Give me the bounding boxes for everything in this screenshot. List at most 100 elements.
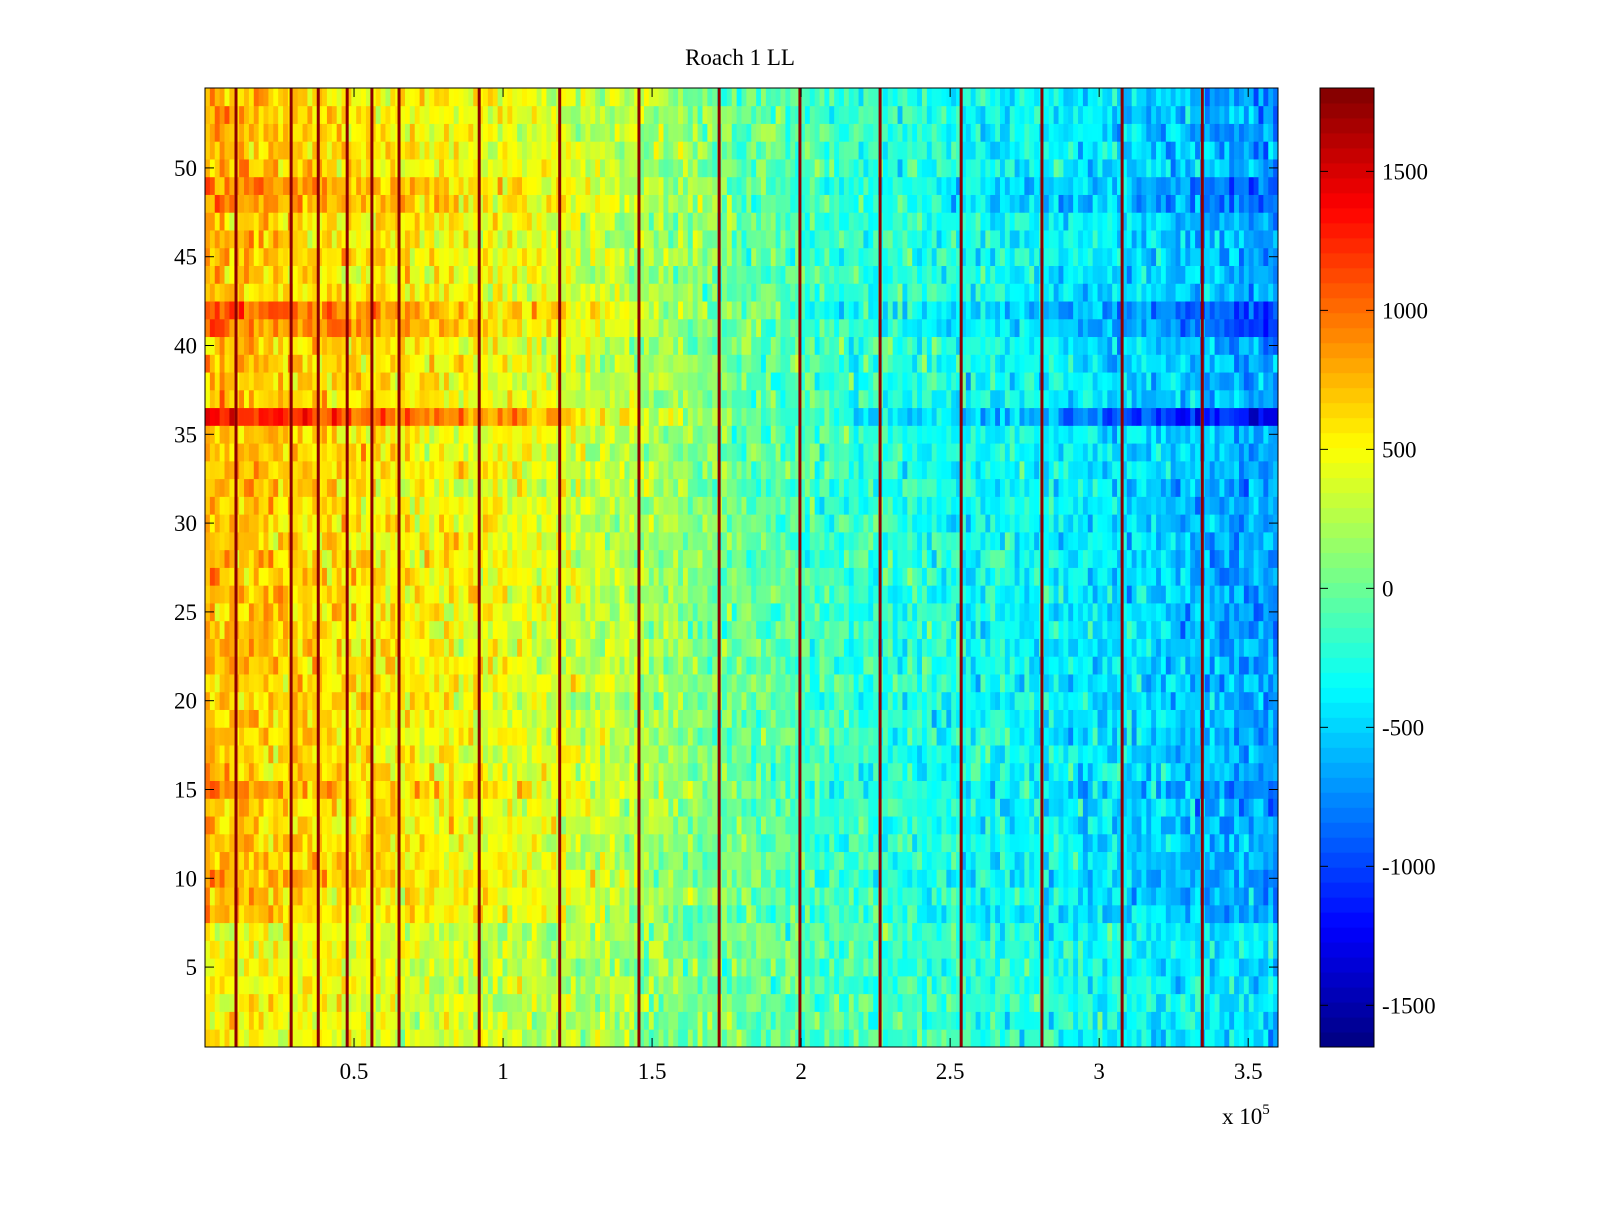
heatmap-cell bbox=[741, 958, 747, 977]
heatmap-cell bbox=[404, 656, 411, 675]
heatmap-cell bbox=[1073, 975, 1079, 995]
heatmap-cell bbox=[278, 1029, 284, 1048]
heatmap-cell bbox=[761, 674, 767, 693]
heatmap-cell bbox=[575, 638, 581, 657]
heatmap-cell bbox=[483, 691, 489, 710]
heatmap-cell bbox=[985, 656, 991, 675]
heatmap-cell bbox=[1068, 691, 1074, 710]
heatmap-cell bbox=[346, 958, 352, 977]
heatmap-cell bbox=[487, 674, 494, 693]
heatmap-cell bbox=[497, 674, 503, 693]
heatmap-cell bbox=[1195, 993, 1201, 1012]
heatmap-cell bbox=[1073, 993, 1079, 1012]
heatmap-cell bbox=[380, 904, 386, 924]
heatmap-cell bbox=[1209, 922, 1215, 941]
heatmap-cell bbox=[1082, 869, 1089, 888]
heatmap-cell bbox=[1107, 1029, 1113, 1048]
heatmap-cell bbox=[1092, 887, 1098, 906]
heatmap-cell bbox=[404, 762, 411, 782]
heatmap-cell bbox=[1126, 1029, 1133, 1048]
heatmap-cell bbox=[205, 656, 211, 675]
heatmap-cell bbox=[590, 887, 596, 906]
heatmap-cell bbox=[1078, 869, 1084, 888]
heatmap-cell bbox=[1087, 798, 1094, 817]
heatmap-cell bbox=[721, 1011, 728, 1030]
heatmap-cell bbox=[575, 869, 581, 888]
heatmap-cell bbox=[926, 1029, 933, 1048]
heatmap-cell bbox=[326, 993, 333, 1012]
heatmap-cell bbox=[331, 922, 338, 941]
heatmap-cell bbox=[990, 762, 996, 782]
heatmap-cell bbox=[848, 798, 855, 817]
heatmap-cell bbox=[936, 975, 942, 995]
heatmap-cell bbox=[902, 851, 908, 870]
heatmap-cell bbox=[1136, 674, 1142, 693]
heatmap-cell bbox=[536, 975, 542, 995]
heatmap-cell bbox=[858, 745, 864, 764]
heatmap-cell bbox=[809, 674, 816, 693]
heatmap-cell bbox=[424, 940, 430, 959]
heatmap-cell bbox=[897, 745, 903, 764]
heatmap-cell bbox=[536, 656, 542, 675]
heatmap-cell bbox=[917, 833, 923, 853]
heatmap-cell bbox=[1190, 709, 1196, 728]
heatmap-cell bbox=[585, 638, 591, 657]
heatmap-cell bbox=[278, 993, 284, 1012]
heatmap-cell bbox=[1087, 674, 1094, 693]
heatmap-cell bbox=[434, 674, 440, 693]
heatmap-cell bbox=[1204, 762, 1211, 782]
heatmap-cell bbox=[1126, 780, 1133, 799]
heatmap-cell bbox=[712, 638, 718, 657]
heatmap-cell bbox=[307, 780, 313, 799]
heatmap-cell bbox=[770, 869, 777, 888]
heatmap-cell bbox=[1209, 904, 1215, 924]
heatmap-cell bbox=[1000, 851, 1006, 870]
heatmap-cell bbox=[531, 1011, 538, 1030]
heatmap-cell bbox=[585, 798, 591, 817]
heatmap-cell bbox=[746, 940, 752, 959]
heatmap-cell bbox=[678, 993, 684, 1012]
heatmap-cell bbox=[239, 727, 245, 746]
heatmap-cell bbox=[263, 674, 269, 693]
heatmap-cell bbox=[380, 922, 386, 941]
heatmap-cell bbox=[912, 993, 918, 1012]
heatmap-cell bbox=[1092, 745, 1098, 764]
heatmap-cell bbox=[414, 745, 420, 764]
heatmap-cell bbox=[692, 656, 699, 675]
heatmap-cell bbox=[483, 1011, 489, 1030]
heatmap-cell bbox=[1180, 656, 1186, 675]
heatmap-cell bbox=[390, 993, 396, 1012]
heatmap-cell bbox=[863, 727, 869, 746]
heatmap-cell bbox=[1160, 727, 1167, 746]
heatmap-cell bbox=[292, 958, 299, 977]
heatmap-cell bbox=[1048, 869, 1055, 888]
heatmap-cell bbox=[726, 745, 733, 764]
heatmap-cell bbox=[873, 851, 879, 870]
heatmap-cell bbox=[712, 656, 718, 675]
heatmap-cell bbox=[1229, 869, 1235, 888]
heatmap-cell bbox=[624, 922, 630, 941]
heatmap-cell bbox=[239, 833, 245, 853]
heatmap-cell bbox=[404, 922, 411, 941]
heatmap-cell bbox=[936, 851, 942, 870]
heatmap-cell bbox=[829, 798, 835, 817]
heatmap-cell bbox=[205, 674, 211, 693]
heatmap-cell bbox=[1185, 869, 1191, 888]
heatmap-cell bbox=[1019, 656, 1025, 675]
heatmap-cell bbox=[761, 762, 767, 782]
heatmap-cell bbox=[858, 869, 864, 888]
heatmap-cell bbox=[629, 762, 635, 782]
heatmap-cell bbox=[1263, 993, 1269, 1012]
heatmap-cell bbox=[205, 993, 211, 1012]
heatmap-cell bbox=[205, 816, 211, 835]
heatmap-cell bbox=[682, 887, 689, 906]
heatmap-cell bbox=[1063, 674, 1069, 693]
heatmap-cell bbox=[678, 851, 684, 870]
heatmap-cell bbox=[843, 674, 850, 693]
heatmap-cell bbox=[385, 1029, 391, 1048]
heatmap-cell bbox=[400, 993, 406, 1012]
heatmap-cell bbox=[873, 816, 879, 835]
heatmap-cell bbox=[697, 727, 703, 746]
heatmap-cell bbox=[1224, 922, 1230, 941]
heatmap-cell bbox=[658, 727, 664, 746]
